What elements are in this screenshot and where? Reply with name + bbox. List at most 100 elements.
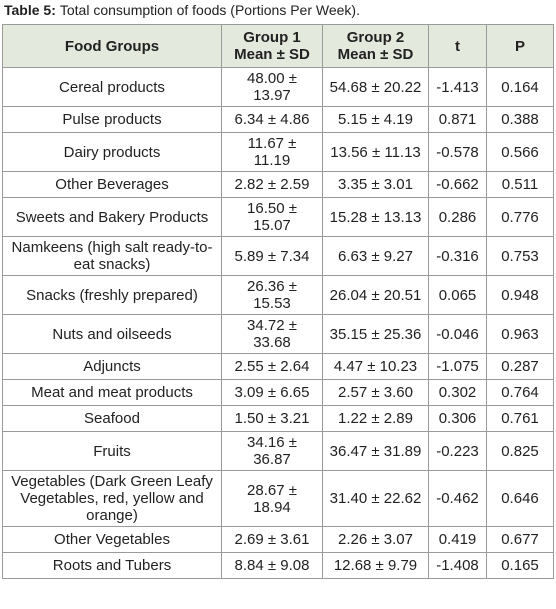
header-cell: P bbox=[486, 24, 554, 68]
cell: 3.35 ± 3.01 bbox=[322, 171, 429, 198]
cell: -1.413 bbox=[428, 67, 487, 107]
cell: 2.57 ± 3.60 bbox=[322, 379, 429, 406]
cell: 0.419 bbox=[428, 526, 487, 553]
cell: -0.046 bbox=[428, 314, 487, 354]
food-group: Pulse products bbox=[2, 106, 222, 133]
cell: 0.164 bbox=[486, 67, 554, 107]
cell: 26.04 ± 20.51 bbox=[322, 275, 429, 315]
header-cell: Group 1 Mean ± SD bbox=[221, 24, 323, 68]
header-cell: Food Groups bbox=[2, 24, 222, 68]
cell: 16.50 ± 15.07 bbox=[221, 197, 323, 237]
cell: 2.55 ± 2.64 bbox=[221, 353, 323, 380]
table-body: Cereal products 48.00 ± 13.97 54.68 ± 20.2… bbox=[2, 67, 554, 579]
table-row: Meat and meat products 3.09 ± 6.65 2.57 ± … bbox=[2, 379, 554, 406]
table-row: Cereal products 48.00 ± 13.97 54.68 ± 20.2… bbox=[2, 67, 554, 107]
table-row: Nuts and oilseeds 34.72 ± 33.68 35.15 ± 25… bbox=[2, 314, 554, 354]
cell: 0.302 bbox=[428, 379, 487, 406]
cell: 0.286 bbox=[428, 197, 487, 237]
cell: -0.662 bbox=[428, 171, 487, 198]
cell: -0.316 bbox=[428, 236, 487, 276]
food-group: Adjuncts bbox=[2, 353, 222, 380]
cell: 0.677 bbox=[486, 526, 554, 553]
cell: 34.16 ± 36.87 bbox=[221, 431, 323, 471]
cell: 54.68 ± 20.22 bbox=[322, 67, 429, 107]
header-cell: t bbox=[428, 24, 487, 68]
cell: 0.566 bbox=[486, 132, 554, 172]
food-group: Sweets and Bakery Products bbox=[2, 197, 222, 237]
cell: 31.40 ± 22.62 bbox=[322, 470, 429, 527]
cell: 0.065 bbox=[428, 275, 487, 315]
cell: 2.69 ± 3.61 bbox=[221, 526, 323, 553]
cell: 3.09 ± 6.65 bbox=[221, 379, 323, 406]
cell: 12.68 ± 9.79 bbox=[322, 552, 429, 579]
cell: 5.15 ± 4.19 bbox=[322, 106, 429, 133]
table-row: Fruits 34.16 ± 36.87 36.47 ± 31.89 -0.223 0.… bbox=[2, 431, 554, 471]
cell: 13.56 ± 11.13 bbox=[322, 132, 429, 172]
cell: 0.764 bbox=[486, 379, 554, 406]
table-row: Vegetables (Dark Green Leafy Vegetables,… bbox=[2, 470, 554, 527]
cell: -1.075 bbox=[428, 353, 487, 380]
table-row: Roots and Tubers 8.84 ± 9.08 12.68 ± 9.79-… bbox=[2, 552, 554, 579]
cell: 6.34 ± 4.86 bbox=[221, 106, 323, 133]
cell: -1.408 bbox=[428, 552, 487, 579]
food-group: Dairy products bbox=[2, 132, 222, 172]
header-text: Group 1 bbox=[243, 29, 301, 46]
cell: 35.15 ± 25.36 bbox=[322, 314, 429, 354]
cell: 2.82 ± 2.59 bbox=[221, 171, 323, 198]
table: Food Groups Group 1 Mean ± SD Group 2 Mean ±… bbox=[2, 24, 554, 579]
food-group: Cereal products bbox=[2, 67, 222, 107]
cell: 6.63 ± 9.27 bbox=[322, 236, 429, 276]
cell: 4.47 ± 10.23 bbox=[322, 353, 429, 380]
caption-label: Table 5: bbox=[4, 2, 56, 18]
cell: 1.22 ± 2.89 bbox=[322, 405, 429, 432]
cell: 0.948 bbox=[486, 275, 554, 315]
cell: 1.50 ± 3.21 bbox=[221, 405, 323, 432]
food-group: Roots and Tubers bbox=[2, 552, 222, 579]
food-group: Other Vegetables bbox=[2, 526, 222, 553]
header-text: Mean ± SD bbox=[234, 46, 310, 63]
cell: 0.388 bbox=[486, 106, 554, 133]
cell: 36.47 ± 31.89 bbox=[322, 431, 429, 471]
header-text: Food Groups bbox=[64, 37, 160, 55]
food-group: Snacks (freshly prepared) bbox=[2, 275, 222, 315]
cell: 34.72 ± 33.68 bbox=[221, 314, 323, 354]
cell: 0.646 bbox=[486, 470, 554, 527]
food-group: Vegetables (Dark Green Leafy Vegetables,… bbox=[2, 470, 222, 527]
food-group: Meat and meat products bbox=[2, 379, 222, 406]
header-text: t bbox=[455, 37, 460, 55]
cell: 0.306 bbox=[428, 405, 487, 432]
header-text: Mean ± SD bbox=[337, 46, 414, 63]
cell: 28.67 ± 18.94 bbox=[221, 470, 323, 527]
header-text: Group 2 bbox=[346, 29, 405, 46]
table-row: Seafood 1.50 ± 3.21 1.22 ± 2.89 0.306 0.761 bbox=[2, 405, 554, 432]
food-group: Fruits bbox=[2, 431, 222, 471]
cell: 0.871 bbox=[428, 106, 487, 133]
table-row: Adjuncts 2.55 ± 2.64 4.47 ± 10.23 -1.075 0.2… bbox=[2, 353, 554, 380]
food-group: Other Beverages bbox=[2, 171, 222, 198]
cell: 48.00 ± 13.97 bbox=[221, 67, 323, 107]
cell: 0.825 bbox=[486, 431, 554, 471]
table-row: Other Vegetables 2.69 ± 3.61 2.26 ± 3.07 0.… bbox=[2, 526, 554, 553]
caption-text: Total consumption of foods (Portions Per… bbox=[59, 2, 360, 18]
table-row: Pulse products 6.34 ± 4.86 5.15 ± 4.19 0.87… bbox=[2, 106, 554, 133]
cell: 0.776 bbox=[486, 197, 554, 237]
cell: -0.462 bbox=[428, 470, 487, 527]
cell: 0.753 bbox=[486, 236, 554, 276]
table-row: Snacks (freshly prepared) 26.36 ± 15.53 26… bbox=[2, 275, 554, 315]
cell: 0.511 bbox=[486, 171, 554, 198]
cell: 15.28 ± 13.13 bbox=[322, 197, 429, 237]
table-row: Namkeens (high salt ready-to-eat snacks)… bbox=[2, 236, 554, 276]
cell: -0.223 bbox=[428, 431, 487, 471]
cell: 26.36 ± 15.53 bbox=[221, 275, 323, 315]
table-row: Dairy products 11.67 ± 11.19 13.56 ± 11.13… bbox=[2, 132, 554, 172]
cell: 0.963 bbox=[486, 314, 554, 354]
food-group: Namkeens (high salt ready-to-eat snacks) bbox=[2, 236, 222, 276]
cell: 0.287 bbox=[486, 353, 554, 380]
table-row: Sweets and Bakery Products 16.50 ± 15.07 1… bbox=[2, 197, 554, 237]
cell: 0.761 bbox=[486, 405, 554, 432]
caption: Table 5: Total consumption of foods (Port… bbox=[0, 0, 556, 22]
cell: 0.165 bbox=[486, 552, 554, 579]
cell: 8.84 ± 9.08 bbox=[221, 552, 323, 579]
table-row: Other Beverages 2.82 ± 2.59 3.35 ± 3.01 -0.… bbox=[2, 171, 554, 198]
header-text: P bbox=[514, 37, 525, 55]
